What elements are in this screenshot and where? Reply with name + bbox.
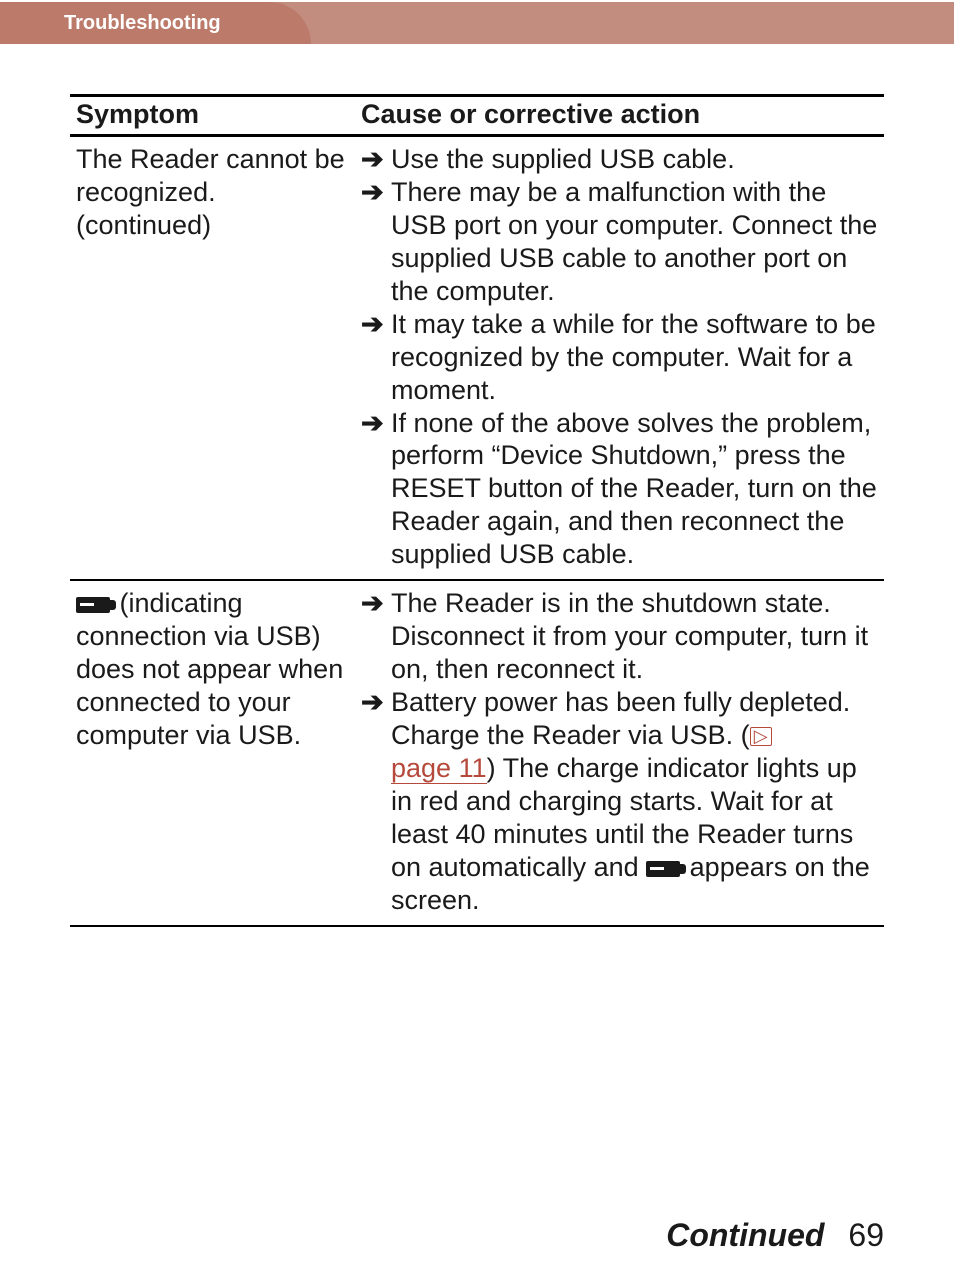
page-reference-link[interactable]: page 11: [391, 753, 487, 784]
page-ref-icon: ▷: [750, 727, 772, 746]
action-item: ➔There may be a malfunction with the USB…: [361, 176, 878, 308]
continued-label: Continued: [666, 1217, 824, 1253]
action-cell: ➔The Reader is in the shutdown state. Di…: [355, 580, 884, 925]
column-header-action: Cause or corrective action: [355, 96, 884, 136]
action-item: ➔Battery power has been fully depleted. …: [361, 686, 878, 917]
action-text: The Reader is in the shutdown state. Dis…: [391, 588, 868, 684]
action-item: ➔The Reader is in the shutdown state. Di…: [361, 587, 878, 686]
column-header-symptom: Symptom: [70, 96, 355, 136]
troubleshooting-table: Symptom Cause or corrective action The R…: [70, 94, 884, 927]
page-footer: Continued 69: [666, 1217, 884, 1254]
action-text: It may take a while for the software to …: [391, 309, 876, 405]
arrow-icon: ➔: [361, 143, 384, 176]
arrow-icon: ➔: [361, 686, 384, 719]
action-text: If none of the above solves the problem,…: [391, 408, 877, 570]
usb-connection-icon: [646, 861, 680, 877]
table-row: (indicating connection via USB) does not…: [70, 580, 884, 925]
symptom-text: (indicating connection via USB) does not…: [76, 588, 343, 750]
symptom-cell: (indicating connection via USB) does not…: [70, 580, 355, 925]
action-text: Use the supplied USB cable.: [391, 144, 735, 174]
arrow-icon: ➔: [361, 407, 384, 440]
arrow-icon: ➔: [361, 587, 384, 620]
action-item: ➔If none of the above solves the problem…: [361, 407, 878, 572]
page-number: 69: [848, 1217, 884, 1253]
action-text: There may be a malfunction with the USB …: [391, 177, 877, 306]
action-text: Battery power has been fully depleted. C…: [391, 687, 870, 915]
arrow-icon: ➔: [361, 176, 384, 209]
section-title: Troubleshooting: [64, 12, 221, 34]
action-cell: ➔Use the supplied USB cable. ➔There may …: [355, 136, 884, 581]
section-tab: Troubleshooting: [0, 2, 269, 44]
page-content: Symptom Cause or corrective action The R…: [0, 44, 954, 927]
usb-connection-icon: [76, 597, 110, 613]
action-item: ➔It may take a while for the software to…: [361, 308, 878, 407]
header-tab-bar: Troubleshooting: [0, 2, 954, 44]
arrow-icon: ➔: [361, 308, 384, 341]
table-row: The Reader cannot be recognized. (contin…: [70, 136, 884, 581]
symptom-cell: The Reader cannot be recognized. (contin…: [70, 136, 355, 581]
action-item: ➔Use the supplied USB cable.: [361, 143, 878, 176]
